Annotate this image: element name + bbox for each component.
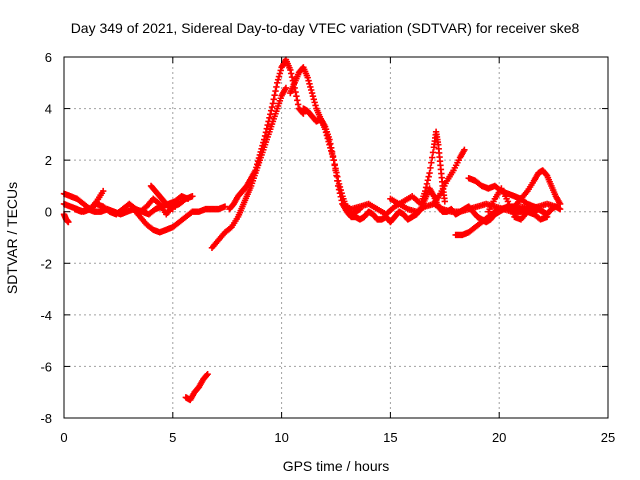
data-point: [308, 87, 314, 93]
data-points: [61, 56, 564, 403]
y-tick-label: -2: [40, 256, 52, 271]
x-tick-label: 5: [169, 430, 176, 445]
axes: 0 5 10 15 20 25 -8 -6 -4 -2 0 2 4 6: [40, 50, 615, 445]
y-tick-label: -6: [40, 359, 52, 374]
sdtvar-chart: Day 349 of 2021, Sidereal Day-to-day VTE…: [0, 0, 640, 480]
data-point: [268, 107, 274, 113]
x-axis-label: GPS time / hours: [283, 458, 390, 474]
data-point: [311, 96, 317, 102]
series-arc-c: [61, 211, 72, 225]
y-tick-label: 0: [45, 205, 52, 220]
data-point: [311, 99, 317, 105]
data-point: [288, 70, 294, 76]
data-point: [310, 93, 316, 99]
chart-title: Day 349 of 2021, Sidereal Day-to-day VTE…: [71, 20, 580, 36]
y-tick-label: 4: [45, 102, 52, 117]
series-arc-g: [183, 371, 211, 403]
y-axis-label: SDTVAR / TECUs: [4, 182, 20, 294]
data-point: [427, 165, 433, 171]
x-tick-label: 20: [492, 430, 506, 445]
series-arc-j: [287, 64, 363, 217]
x-tick-label: 15: [383, 430, 397, 445]
data-point: [275, 76, 281, 82]
data-point: [425, 173, 431, 179]
data-point: [271, 92, 277, 98]
data-point: [272, 88, 278, 94]
series-arc-h: [209, 85, 289, 251]
data-point: [273, 84, 279, 90]
data-point: [293, 93, 299, 99]
plot-frame: [64, 57, 608, 418]
data-point: [274, 80, 280, 86]
data-point: [331, 162, 337, 168]
data-point: [426, 170, 432, 176]
x-tick-label: 0: [60, 430, 67, 445]
y-tick-label: 6: [45, 50, 52, 65]
y-tick-label: -4: [40, 308, 52, 323]
data-point: [430, 149, 436, 155]
data-point: [309, 90, 315, 96]
y-tick-label: 2: [45, 153, 52, 168]
grid: [64, 57, 608, 418]
x-tick-label: 10: [274, 430, 288, 445]
x-tick-label: 25: [601, 430, 615, 445]
series-arc-n: [431, 147, 468, 208]
data-point: [294, 97, 300, 103]
data-point: [307, 84, 313, 90]
data-point: [442, 198, 448, 204]
data-point: [425, 177, 431, 183]
data-point: [306, 81, 312, 87]
data-point: [331, 157, 337, 163]
data-point: [271, 96, 277, 102]
data-point: [277, 70, 283, 76]
y-tick-label: -8: [40, 411, 52, 426]
